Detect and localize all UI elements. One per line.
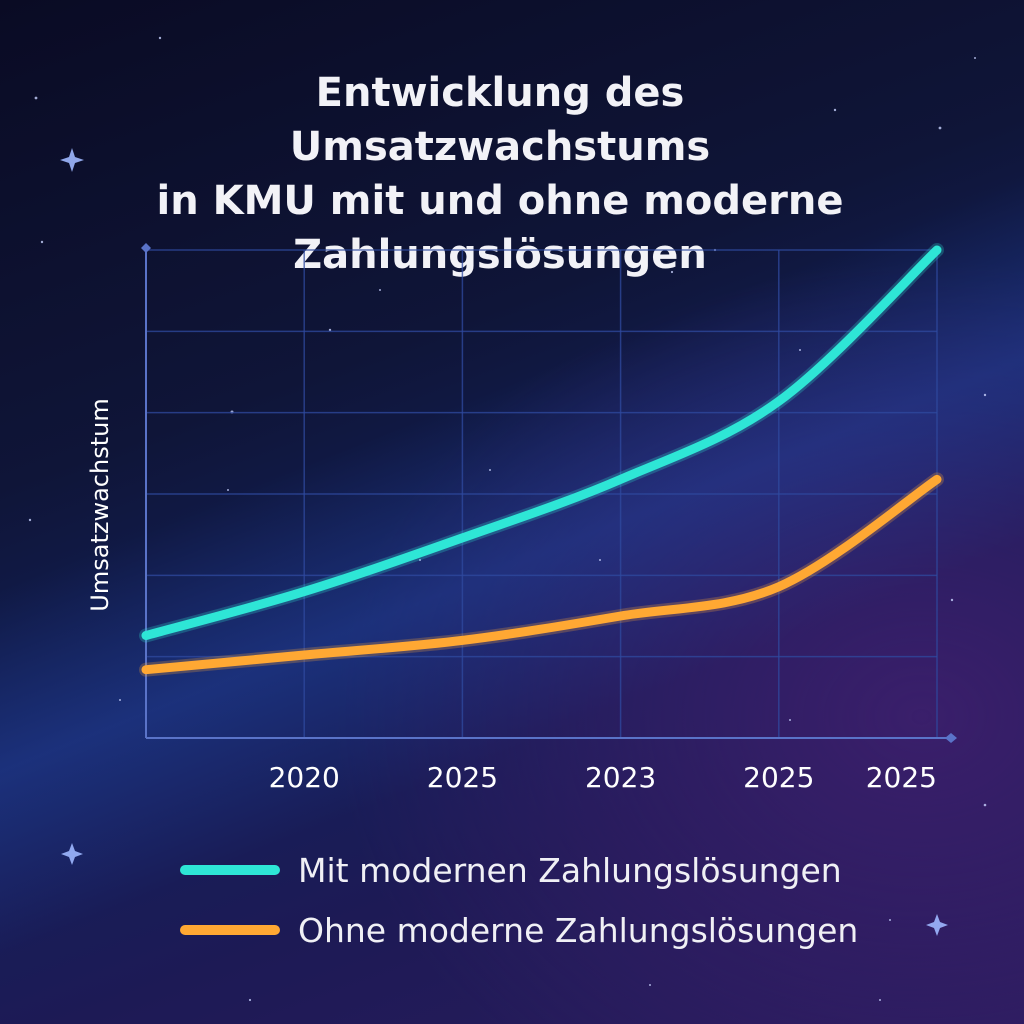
series-line-without-modern-payments bbox=[141, 474, 942, 675]
legend-label: Ohne moderne Zahlungslösungen bbox=[298, 910, 859, 950]
series-line-with-modern-payments bbox=[141, 245, 942, 641]
y-axis-arrow-icon bbox=[141, 243, 151, 253]
legend-label: Mit modernen Zahlungslösungen bbox=[298, 850, 842, 890]
x-tick-label: 2025 bbox=[743, 761, 814, 794]
chart-title: Entwicklung des Umsatzwachstums in KMU m… bbox=[156, 70, 844, 278]
x-tick-label: 2023 bbox=[585, 761, 656, 794]
legend: Mit modernen Zahlungslösungen Ohne moder… bbox=[180, 840, 858, 960]
legend-item-with-modern-payments: Mit modernen Zahlungslösungen bbox=[180, 840, 858, 900]
series-line-glow bbox=[139, 243, 944, 643]
legend-swatch-orange bbox=[180, 925, 280, 935]
x-tick-label: 2020 bbox=[269, 761, 340, 794]
legend-swatch-cyan bbox=[180, 865, 280, 875]
legend-item-without-modern-payments: Ohne moderne Zahlungslösungen bbox=[180, 900, 858, 960]
x-tick-label: 2025 bbox=[866, 761, 937, 794]
x-tick-label: 2025 bbox=[427, 761, 498, 794]
x-axis-arrow-icon bbox=[945, 733, 957, 743]
